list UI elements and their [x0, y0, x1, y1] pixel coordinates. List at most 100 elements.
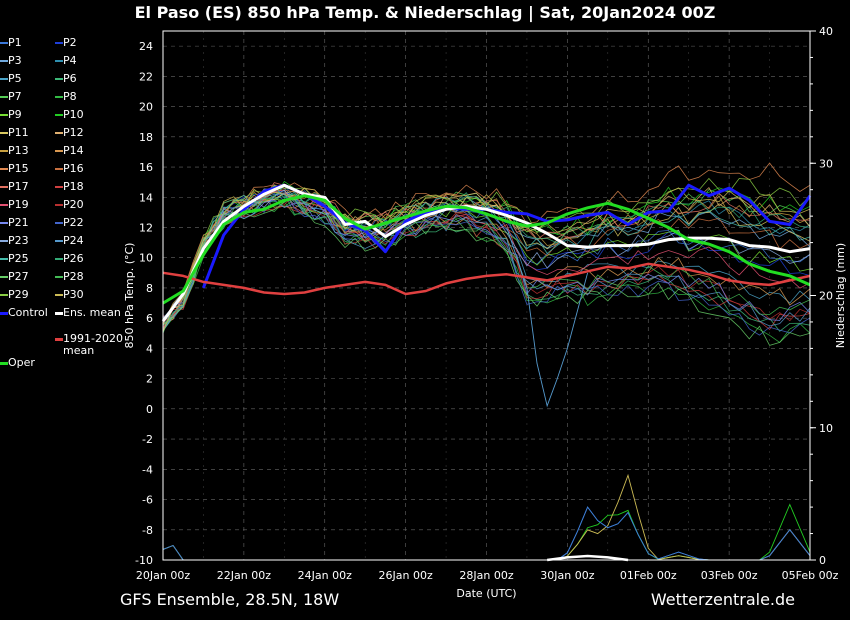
legend-label: P20 — [63, 198, 84, 211]
ensemble-member-dip — [506, 227, 589, 408]
legend-swatch — [0, 168, 8, 170]
legend-swatch — [0, 78, 8, 80]
right-tick-label: 10 — [819, 422, 833, 435]
y-tick-label: -8 — [142, 524, 153, 537]
ensemble-member-line — [162, 192, 811, 326]
legend-entry: P21 — [0, 216, 29, 230]
legend-label: P7 — [8, 90, 22, 103]
y-axis-label: 850 hPa Temp. (°C) — [123, 243, 136, 349]
legend-label: P26 — [63, 252, 84, 265]
y-tick-label: 20 — [139, 101, 153, 114]
legend-label: P8 — [63, 90, 77, 103]
x-tick-label: 20Jan 00z — [136, 569, 190, 582]
ensemble-member-line — [162, 201, 811, 343]
legend-entry: P4 — [55, 54, 77, 68]
legend-swatch — [0, 276, 8, 278]
legend-entry: 1991-2020 mean — [55, 333, 123, 357]
legend-swatch — [0, 204, 8, 206]
legend-swatch — [0, 96, 8, 98]
legend-entry: P8 — [55, 90, 77, 104]
legend-label: P25 — [8, 252, 29, 265]
legend-label: P11 — [8, 126, 29, 139]
x-tick-label: 24Jan 00z — [298, 569, 352, 582]
legend-entry: P14 — [55, 144, 84, 158]
legend-entry: P27 — [0, 270, 29, 284]
legend-swatch — [0, 240, 8, 242]
x-tick-label: 28Jan 00z — [459, 569, 513, 582]
y-tick-label: 8 — [146, 282, 153, 295]
legend-label: P14 — [63, 144, 84, 157]
legend-entry: P26 — [55, 252, 84, 266]
legend-swatch — [0, 258, 8, 260]
y-tick-label: -10 — [135, 554, 153, 567]
x-tick-label: 22Jan 00z — [217, 569, 271, 582]
legend-entry: P28 — [55, 270, 84, 284]
legend-label: Control — [8, 306, 48, 319]
y-tick-label: 10 — [139, 252, 153, 265]
legend: P1 P2 P3 P4 P5 P6 P7 P8 P9 P10 P11 P12 P13 P14 P15 P16 P… — [0, 34, 135, 374]
legend-entry: Ens. mean — [55, 306, 121, 320]
ensemble-member-line — [162, 194, 811, 334]
ensemble-member-line — [162, 203, 811, 330]
source-credit: Wetterzentrale.de — [650, 590, 795, 609]
legend-swatch — [0, 311, 8, 315]
ensemble-member-line — [162, 192, 811, 336]
y-tick-label: 18 — [139, 131, 153, 144]
chart-title: El Paso (ES) 850 hPa Temp. & Niederschla… — [134, 3, 716, 22]
legend-entry: Oper — [0, 356, 35, 370]
legend-entry: P15 — [0, 162, 29, 176]
y-tick-label: 14 — [139, 191, 153, 204]
legend-entry: P5 — [0, 72, 22, 86]
y-tick-label: 6 — [146, 312, 153, 325]
legend-label: P28 — [63, 270, 84, 283]
right-tick-label: 30 — [819, 157, 833, 170]
grid — [162, 31, 811, 561]
y-tick-label: -2 — [142, 433, 153, 446]
legend-swatch — [0, 114, 8, 116]
x-tick-label: 26Jan 00z — [379, 569, 433, 582]
legend-label: P21 — [8, 216, 29, 229]
legend-swatch — [0, 361, 8, 365]
legend-label: P23 — [8, 234, 29, 247]
legend-label: Ens. mean — [63, 306, 121, 319]
legend-label: P27 — [8, 270, 29, 283]
legend-swatch — [0, 294, 8, 296]
precip-line-mean — [546, 554, 629, 562]
y-tick-label: 0 — [146, 403, 153, 416]
legend-entry: P12 — [55, 126, 84, 140]
legend-label: P3 — [8, 54, 22, 67]
series-line-oper — [162, 194, 811, 305]
legend-label: P17 — [8, 180, 29, 193]
legend-swatch — [55, 240, 63, 242]
legend-label: P5 — [8, 72, 22, 85]
legend-swatch — [55, 96, 63, 98]
legend-label: P9 — [8, 108, 22, 121]
legend-entry: P17 — [0, 180, 29, 194]
legend-swatch — [0, 42, 8, 44]
legend-swatch — [0, 60, 8, 62]
right-tick-label: 40 — [819, 25, 833, 38]
legend-swatch — [55, 186, 63, 188]
legend-swatch — [0, 186, 8, 188]
y-axis-label-right: Niederschlag (mm) — [834, 243, 847, 348]
legend-entry: P3 — [0, 54, 22, 68]
y-tick-label: 22 — [139, 70, 153, 83]
legend-entry: P20 — [55, 198, 84, 212]
legend-swatch — [55, 60, 63, 62]
series-line-mean — [161, 183, 811, 323]
ensemble-member-line — [162, 198, 811, 346]
legend-entry: P7 — [0, 90, 22, 104]
legend-entry: P11 — [0, 126, 29, 140]
legend-label: P22 — [63, 216, 84, 229]
legend-label: P30 — [63, 288, 84, 301]
legend-entry: P18 — [55, 180, 84, 194]
series-line-climate — [162, 262, 811, 296]
legend-entry: P10 — [55, 108, 84, 122]
model-info: GFS Ensemble, 28.5N, 18W — [120, 590, 340, 609]
legend-label: P6 — [63, 72, 77, 85]
legend-label: P10 — [63, 108, 84, 121]
legend-swatch — [55, 78, 63, 80]
legend-swatch — [55, 204, 63, 206]
legend-swatch — [0, 222, 8, 224]
